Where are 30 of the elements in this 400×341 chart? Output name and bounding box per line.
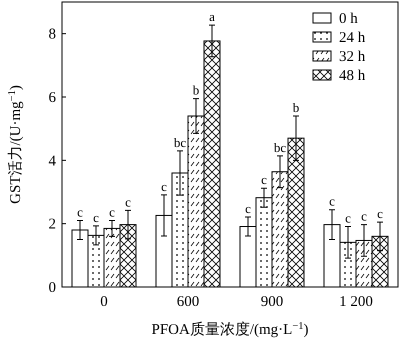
- data-label: c: [261, 172, 268, 188]
- x-tick-label: 900: [260, 294, 284, 310]
- x-tick-label: 1 200: [339, 294, 373, 310]
- data-label: c: [161, 178, 168, 194]
- legend-label: 48 h: [339, 68, 366, 84]
- data-label: c: [77, 204, 84, 220]
- x-axis-title: PFOA质量浓度/(mg·L$^{−1}$): [151, 320, 309, 338]
- legend-label: 0 h: [339, 11, 358, 27]
- y-tick-label: 6: [48, 90, 56, 106]
- y-tick-label: 8: [48, 26, 56, 43]
- data-label: c: [361, 208, 368, 224]
- data-label: bc: [174, 134, 186, 150]
- data-label: a: [209, 9, 216, 24]
- data-label: c: [125, 194, 132, 210]
- data-label: c: [109, 204, 116, 220]
- data-label: b: [192, 82, 200, 98]
- x-tick-label: 0: [100, 294, 108, 310]
- data-label: bc: [274, 140, 286, 155]
- data-label: b: [292, 100, 300, 115]
- x-tick-label: 600: [176, 294, 200, 310]
- legend-label: 24 h: [339, 30, 366, 46]
- data-label: c: [245, 201, 252, 216]
- legend-label: 32 h: [339, 49, 366, 65]
- data-label: c: [329, 194, 336, 209]
- y-tick-label: 4: [48, 153, 56, 170]
- data-label: c: [377, 206, 384, 222]
- y-tick-label: 2: [48, 216, 56, 233]
- data-label: c: [345, 210, 352, 226]
- y-tick-label: 0: [48, 280, 56, 296]
- data-label: c: [93, 210, 100, 225]
